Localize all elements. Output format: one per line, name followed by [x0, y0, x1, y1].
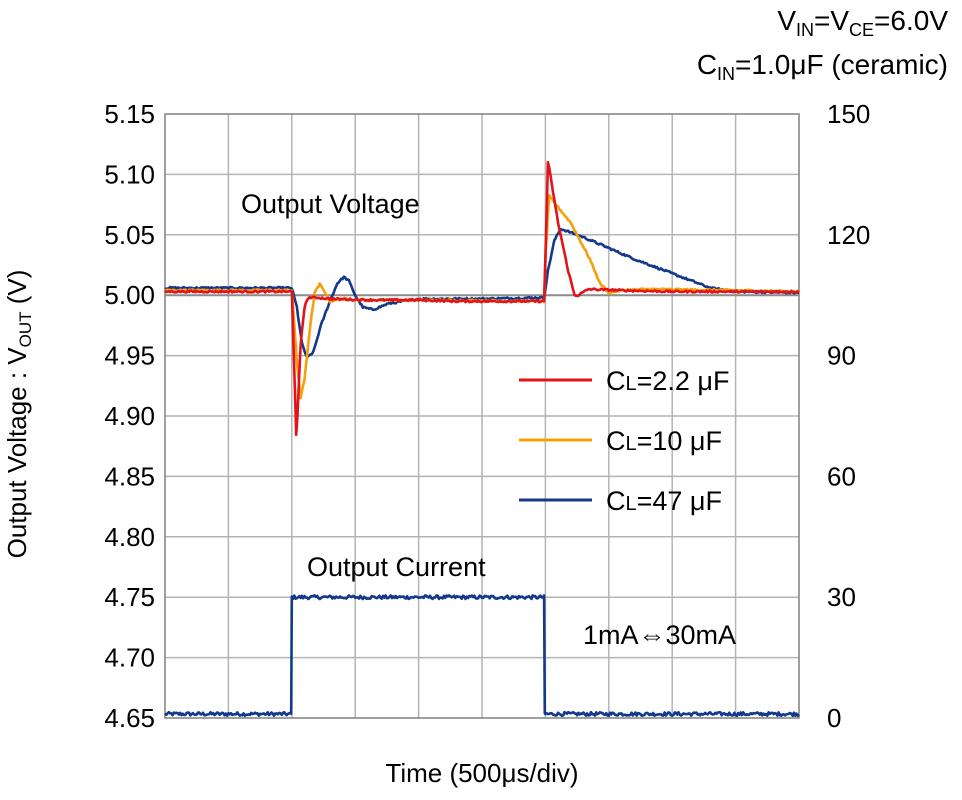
annotation-current-step: 1mA⇔30mA [583, 620, 736, 650]
y-tick-label: 5.05 [104, 220, 155, 250]
legend-label: CL=2.2 μF [606, 366, 729, 396]
y-tick-label: 5.10 [104, 159, 155, 189]
condition-cin: CIN=1.0μF (ceramic) [697, 49, 948, 84]
y-tick-label: 4.65 [104, 703, 155, 733]
y-tick-label: 4.90 [104, 401, 155, 431]
y-tick-label: 5.15 [104, 99, 155, 129]
y2-tick-label: 90 [827, 341, 856, 371]
y-tick-label: 4.70 [104, 643, 155, 673]
y2-tick-label: 0 [827, 703, 841, 733]
plot-frame [164, 113, 800, 719]
series-line-cl-47uf [164, 227, 799, 359]
y2-tick-label: 30 [827, 582, 856, 612]
y2-tick-label: 120 [827, 220, 870, 250]
legend-label: CL=47 μF [606, 486, 722, 516]
y-tick-label: 4.80 [104, 522, 155, 552]
series-line-output-current [164, 594, 800, 718]
legend-item-cl-10uf: CL=10 μF [519, 426, 722, 456]
series-layer [164, 160, 800, 718]
annotation-output-current: Output Current [307, 552, 486, 582]
right-axis-ticks: 150 120 90 60 30 0 [827, 99, 870, 733]
legend-item-cl-2-2uf: CL=2.2 μF [519, 366, 729, 396]
annotation-output-voltage: Output Voltage [241, 189, 420, 219]
y-axis-label: Output Voltage : VOUT (V) [2, 270, 35, 559]
y2-tick-label: 150 [827, 99, 870, 129]
legend: CL=2.2 μF CL=10 μF CL=47 μF [519, 366, 729, 516]
legend-label: CL=10 μF [606, 426, 722, 456]
x-axis-label: Time (500μs/div) [385, 758, 578, 788]
legend-item-cl-47uf: CL=47 μF [519, 486, 722, 516]
left-axis-ticks: 5.15 5.10 5.05 5.00 4.95 4.90 4.85 4.80 4.75 4.70… [104, 99, 155, 733]
series-line-cl-2-2uf [164, 160, 800, 437]
y2-tick-label: 60 [827, 461, 856, 491]
y-tick-label: 4.85 [104, 461, 155, 491]
y-tick-label: 5.00 [104, 280, 155, 310]
y-tick-label: 4.75 [104, 582, 155, 612]
y-tick-label: 4.95 [104, 341, 155, 371]
condition-vin-vce: VIN=VCE=6.0V [777, 5, 948, 40]
